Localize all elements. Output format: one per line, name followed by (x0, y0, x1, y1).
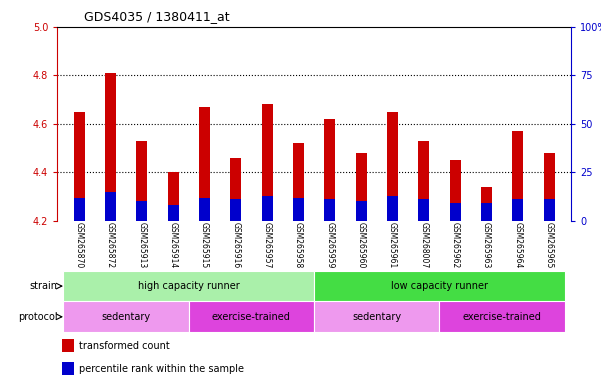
Bar (512, 199, 523, 221)
Bar (387, 112, 398, 221)
Bar (450, 204, 460, 221)
Bar (512, 131, 523, 221)
Text: GSM265965: GSM265965 (545, 222, 554, 269)
Bar (63, 339, 73, 353)
Text: GDS4035 / 1380411_at: GDS4035 / 1380411_at (84, 10, 230, 23)
Text: GSM265963: GSM265963 (482, 222, 491, 269)
Bar (199, 197, 210, 221)
Text: GSM265962: GSM265962 (451, 222, 460, 268)
Text: GSM265914: GSM265914 (168, 222, 177, 268)
Bar (293, 143, 304, 221)
Text: GSM265960: GSM265960 (356, 222, 365, 269)
Bar (543, 199, 555, 221)
Text: protocol: protocol (18, 312, 58, 322)
Bar (356, 153, 367, 221)
Bar (324, 199, 335, 221)
Text: sedentary: sedentary (102, 312, 151, 322)
Text: high capacity runner: high capacity runner (138, 281, 240, 291)
Text: strain: strain (29, 281, 58, 291)
Text: exercise-trained: exercise-trained (463, 312, 542, 322)
Bar (324, 119, 335, 221)
Bar (261, 104, 272, 221)
Bar (230, 158, 241, 221)
Bar (63, 301, 189, 332)
Text: GSM265964: GSM265964 (513, 222, 522, 269)
Text: GSM265870: GSM265870 (75, 222, 84, 268)
Text: GSM265872: GSM265872 (106, 222, 115, 268)
Bar (73, 112, 85, 221)
Bar (168, 205, 178, 221)
Bar (418, 199, 429, 221)
Bar (261, 195, 272, 221)
Bar (168, 172, 178, 221)
Text: GSM265961: GSM265961 (388, 222, 397, 268)
Bar (356, 202, 367, 221)
Text: low capacity runner: low capacity runner (391, 281, 488, 291)
Bar (105, 73, 116, 221)
Bar (439, 301, 565, 332)
Bar (189, 301, 314, 332)
Bar (293, 197, 304, 221)
Text: transformed count: transformed count (79, 341, 169, 351)
Text: GSM265957: GSM265957 (263, 222, 272, 269)
Text: sedentary: sedentary (352, 312, 401, 322)
Bar (73, 197, 85, 221)
Bar (105, 192, 116, 221)
Text: GSM265916: GSM265916 (231, 222, 240, 268)
Text: GSM265959: GSM265959 (325, 222, 334, 269)
Bar (481, 187, 492, 221)
Bar (230, 199, 241, 221)
Bar (418, 141, 429, 221)
Bar (387, 195, 398, 221)
Text: GSM265958: GSM265958 (294, 222, 303, 268)
Bar (314, 271, 565, 301)
Bar (63, 362, 73, 375)
Text: GSM268007: GSM268007 (419, 222, 428, 268)
Bar (481, 204, 492, 221)
Bar (63, 271, 314, 301)
Bar (136, 141, 147, 221)
Bar (314, 301, 439, 332)
Text: percentile rank within the sample: percentile rank within the sample (79, 364, 243, 374)
Text: exercise-trained: exercise-trained (212, 312, 291, 322)
Bar (543, 153, 555, 221)
Text: GSM265915: GSM265915 (200, 222, 209, 268)
Bar (136, 202, 147, 221)
Text: GSM265913: GSM265913 (137, 222, 146, 268)
Bar (199, 107, 210, 221)
Bar (450, 160, 460, 221)
